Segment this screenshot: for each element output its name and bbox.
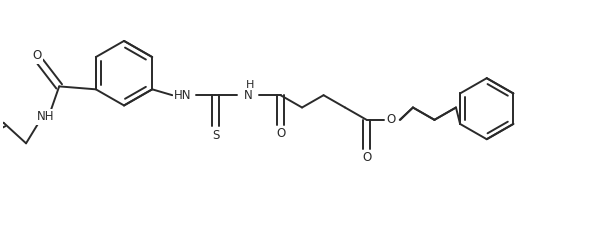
- Text: O: O: [362, 151, 371, 165]
- Text: HN: HN: [174, 89, 192, 102]
- Text: O: O: [387, 113, 396, 126]
- Text: N: N: [244, 89, 253, 102]
- Text: O: O: [276, 127, 285, 140]
- Text: H: H: [246, 80, 254, 90]
- Text: S: S: [212, 129, 219, 142]
- Text: O: O: [33, 49, 42, 62]
- Text: NH: NH: [37, 110, 54, 123]
